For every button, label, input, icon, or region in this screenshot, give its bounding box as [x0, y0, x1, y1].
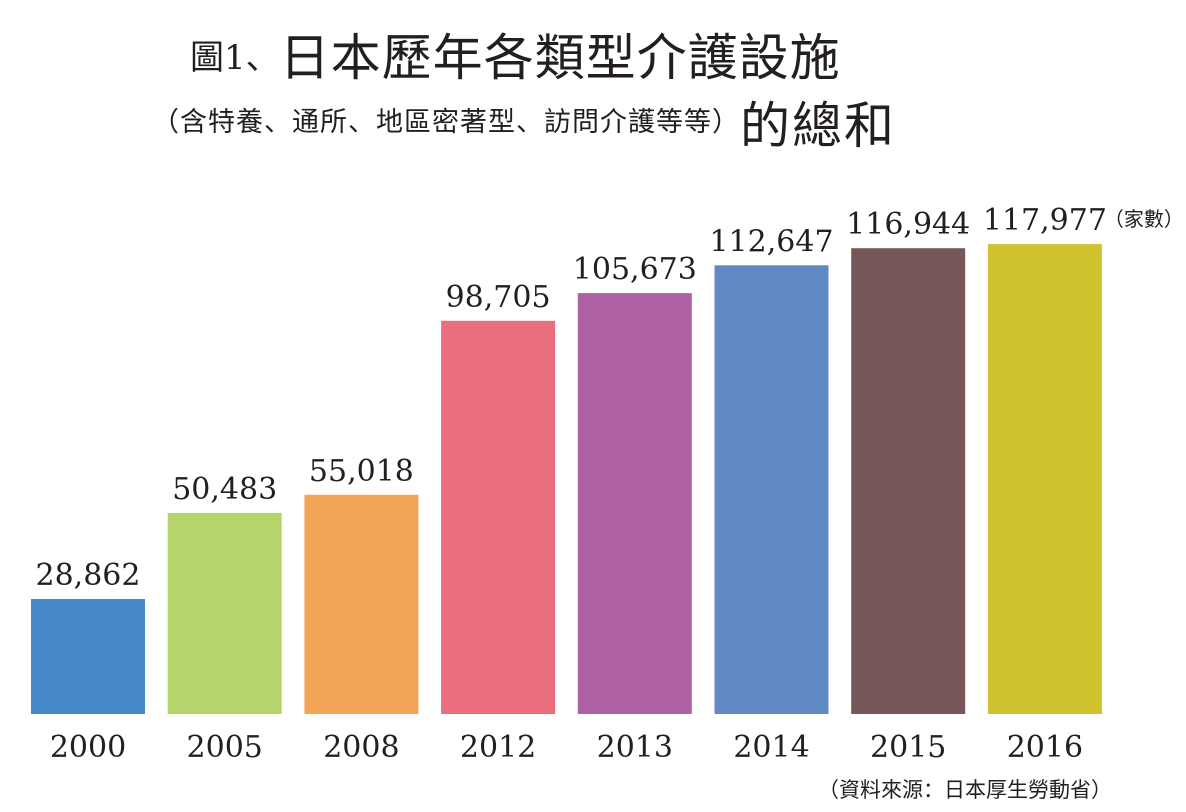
- source-note: （資料來源：日本厚生勞動省）: [818, 778, 1112, 802]
- x-tick-2016: 2016: [1007, 730, 1083, 765]
- bar-2015: [851, 248, 966, 714]
- value-label-2016: 117,977: [983, 203, 1107, 238]
- x-tick-2000: 2000: [50, 730, 126, 765]
- value-label-2000: 28,862: [36, 558, 141, 593]
- value-label-2014: 112,647: [709, 224, 833, 259]
- value-label-2008: 55,018: [309, 454, 414, 489]
- bar-2012: [441, 320, 556, 714]
- bar-2016: [987, 244, 1102, 714]
- value-label-2012: 98,705: [446, 280, 551, 315]
- chart-subtitle: （含特養、通所、地區密著型、訪問介護等等）的總和: [152, 86, 896, 158]
- x-tick-2013: 2013: [597, 730, 673, 765]
- value-label-2005: 50,483: [172, 472, 277, 507]
- x-tick-2005: 2005: [187, 730, 263, 765]
- x-tick-2015: 2015: [870, 730, 946, 765]
- bar-2013: [577, 293, 692, 714]
- subtitle-parenthetical: （含特養、通所、地區密著型、訪問介護等等）: [152, 107, 740, 138]
- figure-number: 圖1、: [190, 38, 280, 78]
- title-main: 日本歷年各類型介護設施: [279, 29, 841, 87]
- value-label-2015: 116,944: [846, 207, 970, 242]
- bar-2014: [714, 265, 829, 714]
- chart-title: 圖1、日本歷年各類型介護設施: [190, 18, 841, 90]
- x-tick-2008: 2008: [323, 730, 399, 765]
- x-tick-2012: 2012: [460, 730, 536, 765]
- bar-2008: [304, 494, 419, 714]
- unit-label: （家數）: [1104, 207, 1184, 231]
- x-tick-2014: 2014: [733, 730, 809, 765]
- value-label-2013: 105,673: [573, 252, 697, 287]
- subtitle-tail: 的總和: [740, 97, 896, 155]
- bar-2000: [31, 599, 145, 714]
- bar-2005: [167, 512, 282, 714]
